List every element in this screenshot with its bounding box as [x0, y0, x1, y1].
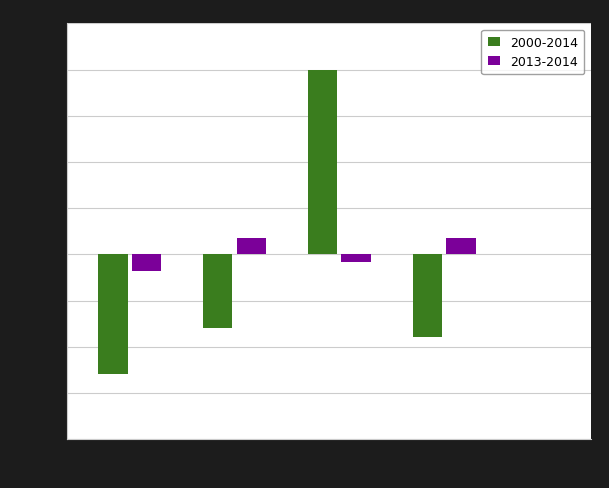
Bar	[203, 255, 233, 328]
Bar	[237, 238, 266, 255]
Bar	[446, 238, 476, 255]
Bar	[308, 70, 337, 255]
Bar	[342, 255, 371, 262]
Bar	[413, 255, 442, 338]
Bar	[132, 255, 161, 271]
Bar	[99, 255, 128, 375]
Legend: 2000-2014, 2013-2014: 2000-2014, 2013-2014	[482, 31, 585, 75]
